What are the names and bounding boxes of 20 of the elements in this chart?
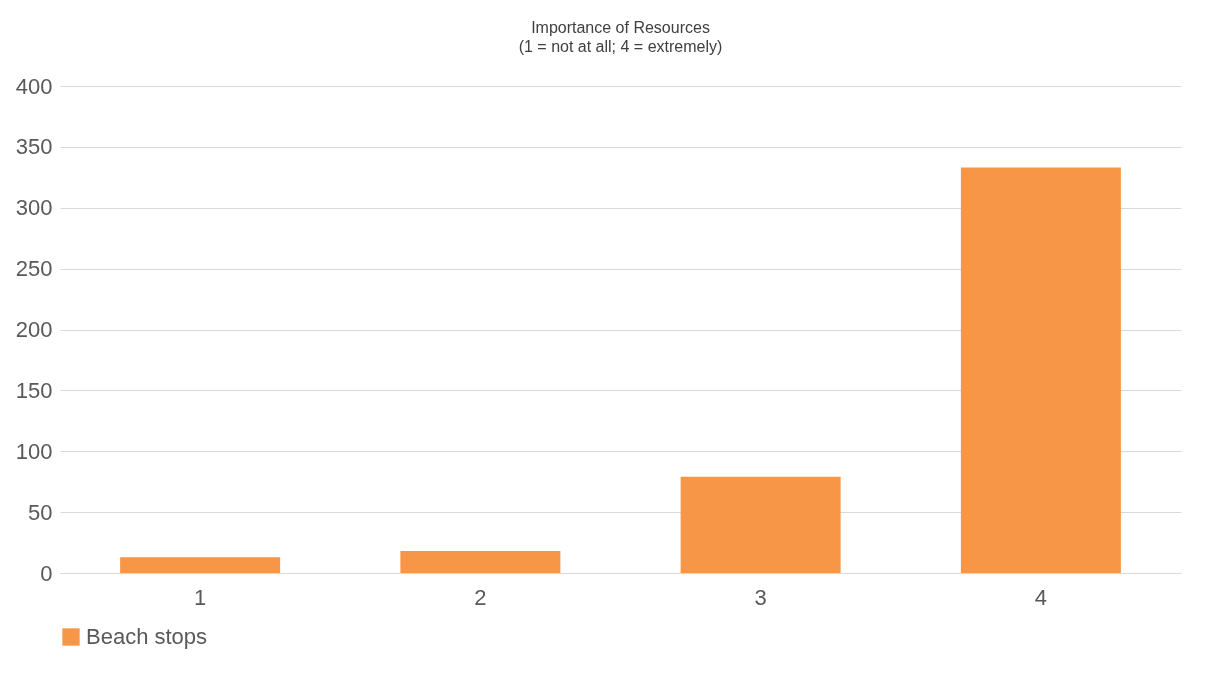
legend-label: Beach stops <box>86 624 208 649</box>
bar <box>120 557 281 573</box>
chart-title: Importance of Resources <box>531 19 710 36</box>
y-tick-label: 350 <box>15 134 53 160</box>
x-tick-label: 3 <box>754 584 767 610</box>
y-tick-label: 250 <box>15 256 53 282</box>
x-tick-label: 1 <box>194 584 207 610</box>
chart-subtitle: (1 = not at all; 4 = extremely) <box>518 38 723 55</box>
y-tick-label: 50 <box>28 499 53 525</box>
bar <box>960 167 1121 573</box>
x-tick-label: 4 <box>1034 584 1047 610</box>
y-tick-label: 400 <box>15 73 53 99</box>
y-tick-label: 150 <box>15 377 53 403</box>
y-tick-label: 200 <box>15 317 53 342</box>
y-tick-label: 0 <box>40 560 53 586</box>
bar <box>400 551 561 573</box>
y-tick-label: 100 <box>15 438 53 464</box>
y-tick-label: 300 <box>15 195 53 221</box>
bar <box>680 476 841 573</box>
x-tick-label: 2 <box>474 584 487 610</box>
